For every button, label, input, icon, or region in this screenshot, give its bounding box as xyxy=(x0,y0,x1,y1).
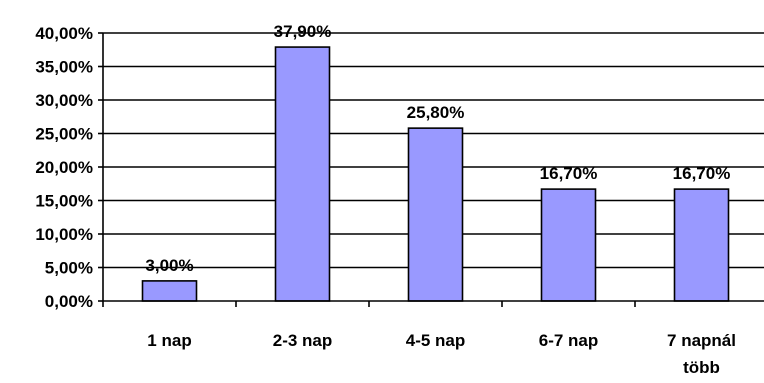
y-tick-label: 10,00% xyxy=(35,225,93,244)
axes xyxy=(98,32,764,307)
bar xyxy=(540,188,597,302)
data-label: 3,00% xyxy=(145,256,193,275)
data-label: 25,80% xyxy=(407,103,465,122)
bars xyxy=(141,46,730,302)
bar xyxy=(141,280,198,302)
x-category-label: 7 napnál xyxy=(667,331,736,350)
x-category-label: 1 nap xyxy=(147,331,191,350)
y-tick-label: 30,00% xyxy=(35,91,93,110)
y-tick-label: 15,00% xyxy=(35,192,93,211)
data-label: 16,70% xyxy=(540,164,598,183)
y-tick-labels: 0,00% 5,00% 10,00% 15,00% 20,00% 25,00% 30,00%… xyxy=(35,24,93,311)
x-category-label: 2-3 nap xyxy=(273,331,333,350)
data-label: 16,70% xyxy=(673,164,731,183)
y-tick-label: 5,00% xyxy=(45,259,93,278)
y-tick-label: 20,00% xyxy=(35,158,93,177)
y-tick-label: 0,00% xyxy=(45,292,93,311)
bar xyxy=(274,46,331,302)
y-tick-label: 40,00% xyxy=(35,24,93,43)
x-category-label: 6-7 nap xyxy=(539,331,599,350)
bar xyxy=(673,188,730,302)
data-labels: 3,00% 37,90% 25,80% 16,70% 16,70% xyxy=(145,22,730,275)
y-tick-label: 25,00% xyxy=(35,125,93,144)
bar xyxy=(407,127,464,302)
x-category-label: több xyxy=(683,358,720,377)
data-label: 37,90% xyxy=(274,22,332,41)
y-tick-label: 35,00% xyxy=(35,58,93,77)
x-category-label: 4-5 nap xyxy=(406,331,466,350)
x-category-labels: 1 nap 2-3 nap 4-5 nap 6-7 nap 7 napnál több xyxy=(147,331,736,377)
